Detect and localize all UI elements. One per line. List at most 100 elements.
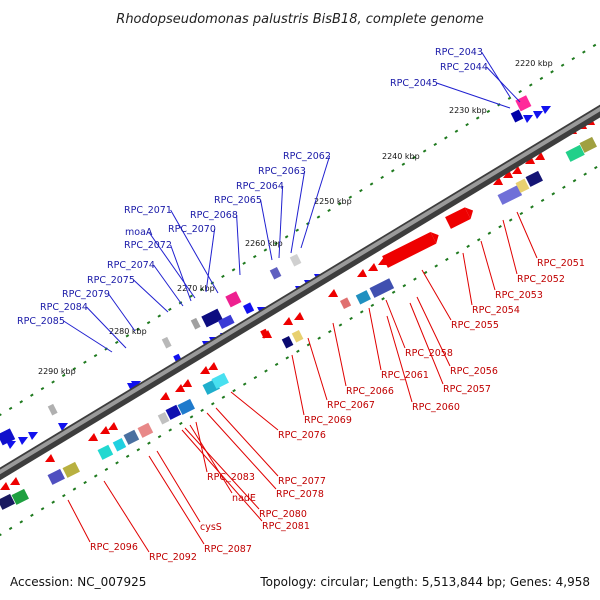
scale-dot	[380, 175, 384, 180]
scale-dot	[83, 360, 87, 364]
leader-line	[502, 219, 518, 275]
scale-dot	[540, 198, 545, 203]
scale-dot	[221, 274, 225, 279]
gene-label: RPC_2053	[495, 290, 543, 301]
gene-label: RPC_2077	[278, 476, 326, 487]
leader-line	[86, 306, 127, 349]
scale-dot	[40, 507, 45, 511]
backbone-highlight	[0, 106, 600, 475]
gene-arrow	[493, 176, 504, 185]
reverse-gene-labels: RPC_2051 RPC_2052 RPC_2053 RPC_2054 RPC_2055…	[67, 211, 585, 563]
scale-dot	[200, 408, 204, 412]
scale-dot	[189, 415, 194, 419]
feature-box	[112, 438, 127, 452]
gene-label: RPC_2065	[214, 195, 262, 206]
leader-line	[156, 450, 201, 523]
scale-dot	[401, 162, 406, 166]
gene-arrow	[378, 256, 389, 265]
gene-label: RPC_2045	[390, 78, 438, 89]
leader-line	[486, 66, 521, 103]
scale-dot	[349, 316, 353, 321]
scale-dot	[508, 218, 513, 222]
gene-arrow	[283, 316, 294, 325]
scale-dot	[19, 520, 24, 524]
scale-dot	[475, 116, 480, 120]
leader-line	[108, 293, 136, 332]
scale-dot	[550, 70, 554, 74]
scale-dot	[157, 434, 162, 439]
feature-box	[157, 411, 170, 425]
gene-label: RPC_2057	[443, 384, 491, 395]
scale-dot	[104, 467, 109, 472]
gene-label: RPC_2064	[236, 181, 284, 192]
scale-tick-label: 2290 kbp	[38, 367, 76, 376]
scale-dot	[391, 290, 396, 294]
feature-box	[190, 317, 201, 330]
gene-label: RPC_2071	[124, 205, 172, 216]
leader-line	[148, 455, 205, 545]
scale-dot	[168, 428, 173, 432]
gene-arrow	[88, 432, 99, 441]
scale-dot	[486, 109, 491, 114]
leader-line	[236, 214, 241, 276]
gene-arrow	[328, 288, 339, 297]
scale-dot	[413, 277, 417, 281]
gene-arrow	[5, 440, 17, 450]
scale-dot	[539, 76, 544, 81]
leader-line	[205, 228, 216, 293]
gene-label: RPC_2066	[346, 386, 394, 397]
gene-label: RPC_2058	[405, 348, 453, 359]
scale-dot	[51, 500, 55, 504]
gene-label: RPC_2070	[168, 224, 216, 235]
scale-dot	[264, 369, 268, 373]
scale-dot	[253, 375, 258, 380]
scale-dot	[594, 165, 598, 170]
scale-tick-labels: 2220 kbp 2230 kbp 2240 kbp 2250 kbp 2260 kbp…	[38, 59, 553, 376]
gene-label: RPC_2054	[472, 305, 520, 316]
feature-box	[161, 336, 172, 349]
scale-dot	[572, 179, 577, 183]
leader-line	[67, 499, 91, 543]
scale-dot	[189, 294, 193, 298]
scale-dot	[274, 241, 278, 246]
scale-dot	[93, 353, 98, 358]
scale-dot	[466, 244, 470, 248]
scale-dot	[242, 382, 247, 386]
scale-dot	[551, 192, 556, 196]
gene-arrow	[130, 380, 142, 390]
gene-label: RPC_2060	[412, 402, 460, 413]
gene-label: RPC_2074	[107, 260, 155, 271]
gene-label: RPC_2055	[451, 320, 499, 331]
scale-dot	[147, 441, 151, 445]
leader-line	[184, 427, 260, 510]
gene-label: RPC_2078	[276, 489, 324, 500]
scale-dot	[338, 323, 343, 327]
leader-line	[300, 155, 331, 249]
feature-box	[47, 403, 58, 416]
scale-dot	[285, 356, 290, 360]
scale-dot	[114, 340, 119, 345]
scale-dot	[221, 395, 226, 399]
reverse-strand-features	[0, 107, 600, 510]
gene-label: RPC_2061	[381, 370, 429, 381]
scale-tick-label: 2220 kbp	[515, 59, 553, 68]
feature-box	[137, 422, 154, 438]
scale-dot	[337, 202, 342, 206]
leader-line	[133, 279, 169, 313]
scale-dot	[370, 303, 375, 307]
leader-line	[230, 391, 279, 431]
scale-dot	[465, 122, 469, 127]
gene-arrow	[57, 422, 69, 432]
leader-line	[516, 211, 538, 259]
scale-dot	[242, 261, 246, 265]
gene-label: RPC_2087	[204, 544, 252, 555]
gene-arrow	[200, 365, 211, 374]
feature-box	[579, 136, 597, 153]
scale-tick-label: 2240 kbp	[382, 152, 420, 161]
scale-dot	[583, 172, 587, 176]
feature-box	[565, 144, 585, 162]
gene-label: RPC_2081	[262, 521, 310, 532]
scale-dot	[40, 386, 45, 391]
